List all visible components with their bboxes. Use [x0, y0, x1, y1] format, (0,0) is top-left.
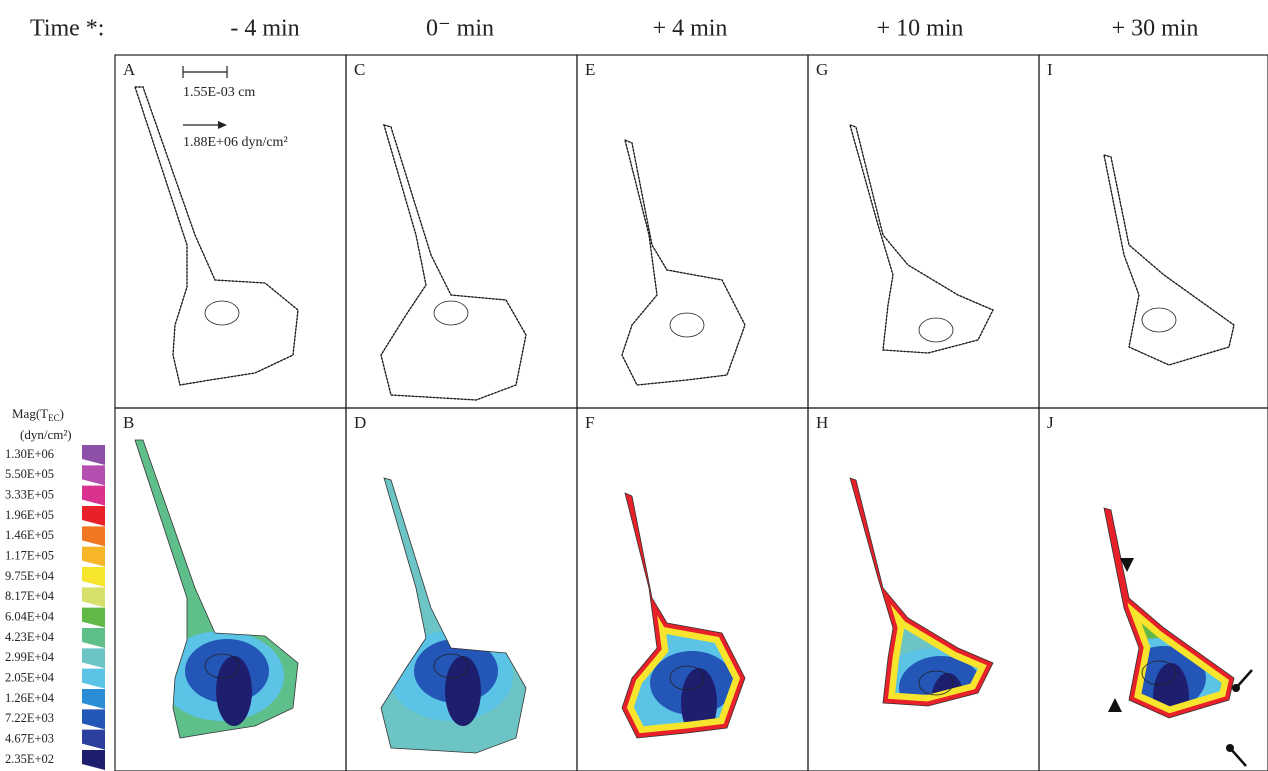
stress-region [930, 673, 966, 743]
legend-swatch [82, 709, 105, 729]
cell-map [381, 478, 526, 753]
cell-outline [622, 140, 745, 385]
legend-swatch [82, 750, 105, 770]
cell-outline [850, 125, 993, 353]
nucleus [1142, 308, 1176, 332]
legend-label: 2.35E+02 [5, 752, 54, 766]
cell-outline [1104, 155, 1234, 365]
legend-swatch [82, 547, 105, 567]
legend-swatch [82, 567, 105, 587]
legend-label: 3.33E+05 [5, 488, 54, 502]
nucleus [205, 301, 239, 325]
legend-label: 6.04E+04 [5, 610, 55, 624]
legend-swatch [82, 669, 105, 689]
legend-label: 1.96E+05 [5, 508, 54, 522]
panel-frame [577, 55, 808, 408]
legend-label: 1.30E+06 [5, 447, 54, 461]
cell-outline [135, 87, 298, 385]
cell-map [135, 440, 298, 738]
legend-label: 2.05E+04 [5, 671, 55, 685]
legend-label: 1.46E+05 [5, 528, 54, 542]
time-column-label: + 4 min [653, 16, 728, 42]
legend-label: 1.17E+05 [5, 549, 54, 563]
stress-region [445, 656, 481, 726]
legend-title-main: Mag(T [12, 406, 48, 421]
legend-swatch [82, 628, 105, 648]
panel-letter: I [1047, 60, 1053, 79]
legend-label: 4.67E+03 [5, 732, 54, 746]
panel-letter: A [123, 60, 136, 79]
marker-arrow-head [1232, 684, 1240, 692]
cell-outline [622, 140, 745, 385]
cell-outline [135, 87, 298, 385]
legend-swatch [82, 526, 105, 546]
legend-label: 5.50E+05 [5, 467, 54, 481]
panel-letter: E [585, 60, 595, 79]
legend-swatch [82, 587, 105, 607]
time-label: Time *: [30, 16, 104, 42]
panel-letter: C [354, 60, 365, 79]
cell-outline [850, 125, 993, 353]
marker-triangle [1108, 698, 1122, 712]
legend-swatch [82, 465, 105, 485]
marker-arrow-head [1226, 744, 1234, 752]
legend-label: 1.26E+04 [5, 691, 55, 705]
cell-outline [1104, 155, 1234, 365]
time-column-label: 0⁻ min [426, 16, 494, 42]
nucleus [670, 313, 704, 337]
legend-label: 9.75E+04 [5, 569, 55, 583]
cell-map [850, 478, 998, 743]
legend-label: 4.23E+04 [5, 630, 55, 644]
panel-letter: F [585, 413, 594, 432]
scale-group: 1.55E-03 cm 1.88E+06 dyn/cm² [183, 66, 288, 150]
scale-stress: 1.88E+06 dyn/cm² [183, 135, 288, 150]
legend-units: (dyn/cm²) [20, 427, 72, 442]
legend-swatch [82, 486, 105, 506]
legend-title-sub: EC [48, 413, 60, 423]
panel-letter: D [354, 413, 366, 432]
panel-letter: J [1047, 413, 1054, 432]
legend-swatch [82, 445, 105, 465]
legend-title-end: ) [60, 406, 64, 421]
stress-region [1153, 663, 1189, 733]
nucleus [919, 318, 953, 342]
legend-swatch [82, 689, 105, 709]
panel-frame [808, 55, 1039, 408]
cell-map [622, 493, 749, 738]
panel-frame [1039, 408, 1268, 771]
time-column-label: + 30 min [1112, 16, 1199, 42]
legend-label: 7.22E+03 [5, 711, 54, 725]
panel-letter: B [123, 413, 134, 432]
panel-letter: G [816, 60, 828, 79]
panel-letter: H [816, 413, 828, 432]
cell-outline [381, 125, 526, 400]
figure: Time *: Mag(TEC) (dyn/cm²) 1.55E-03 cm 1… [0, 0, 1268, 771]
legend-label: 2.99E+04 [5, 650, 55, 664]
time-column-label: - 4 min [230, 16, 299, 42]
legend-swatch [82, 608, 105, 628]
legend-label: 8.17E+04 [5, 589, 55, 603]
time-column-label: + 10 min [877, 16, 964, 42]
nucleus [434, 301, 468, 325]
legend-swatch [82, 506, 105, 526]
scale-length: 1.55E-03 cm [183, 85, 255, 100]
stress-region [216, 656, 252, 726]
legend-swatch [82, 648, 105, 668]
legend-title: Mag(TEC) [12, 406, 64, 423]
cell-outline [381, 125, 526, 400]
legend-swatch [82, 730, 105, 750]
panel-frame [1039, 55, 1268, 408]
panel-frame [808, 408, 1039, 771]
